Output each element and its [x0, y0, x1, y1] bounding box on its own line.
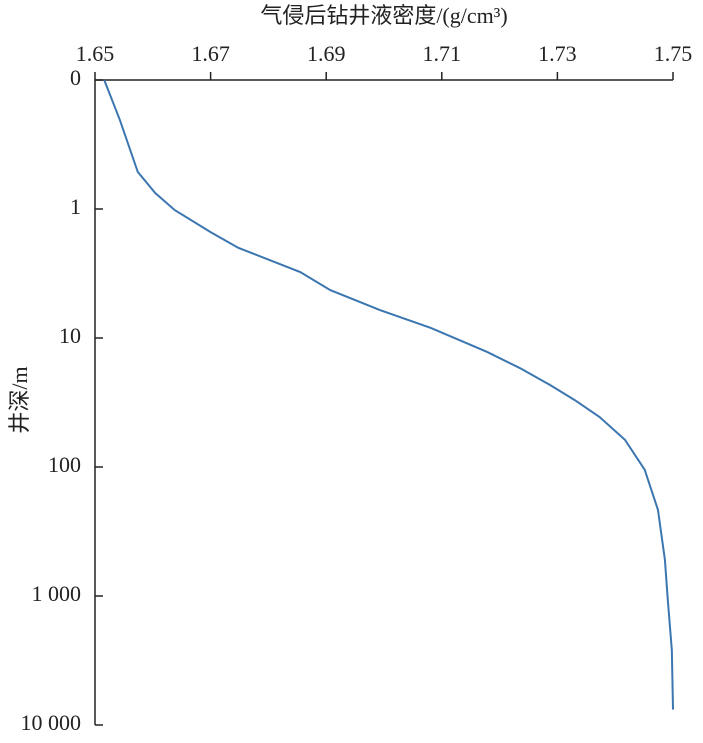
x-axis-title: 气侵后钻井液密度/(g/cm³): [260, 3, 507, 28]
y-tick-label: 1: [70, 194, 81, 219]
y-tick-label: 10 000: [21, 710, 82, 735]
x-tick-label: 1.65: [76, 41, 115, 66]
x-tick-label: 1.69: [307, 41, 346, 66]
x-tick-label: 1.75: [654, 41, 693, 66]
y-tick-label: 10: [59, 323, 81, 348]
x-tick-label: 1.73: [538, 41, 577, 66]
y-axis-title: 井深/m: [7, 366, 32, 433]
x-tick-label: 1.71: [423, 41, 462, 66]
y-tick-label: 0: [70, 65, 81, 90]
x-tick-label: 1.67: [191, 41, 230, 66]
y-tick-label: 1 000: [32, 581, 82, 606]
data-line: [103, 79, 674, 710]
y-tick-label: 100: [48, 452, 81, 477]
